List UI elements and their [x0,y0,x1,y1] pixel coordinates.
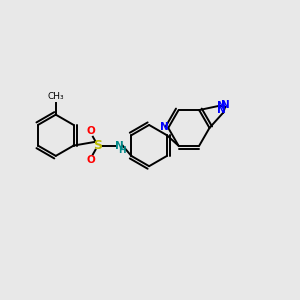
Text: O: O [87,155,95,165]
Text: CH₃: CH₃ [47,92,64,101]
Text: S: S [93,139,102,152]
Text: H: H [118,146,126,155]
Text: N: N [160,122,169,132]
Text: N: N [217,101,226,111]
Text: N: N [221,100,230,110]
Text: N: N [217,105,225,115]
Text: N: N [115,141,124,151]
Text: O: O [87,126,95,136]
